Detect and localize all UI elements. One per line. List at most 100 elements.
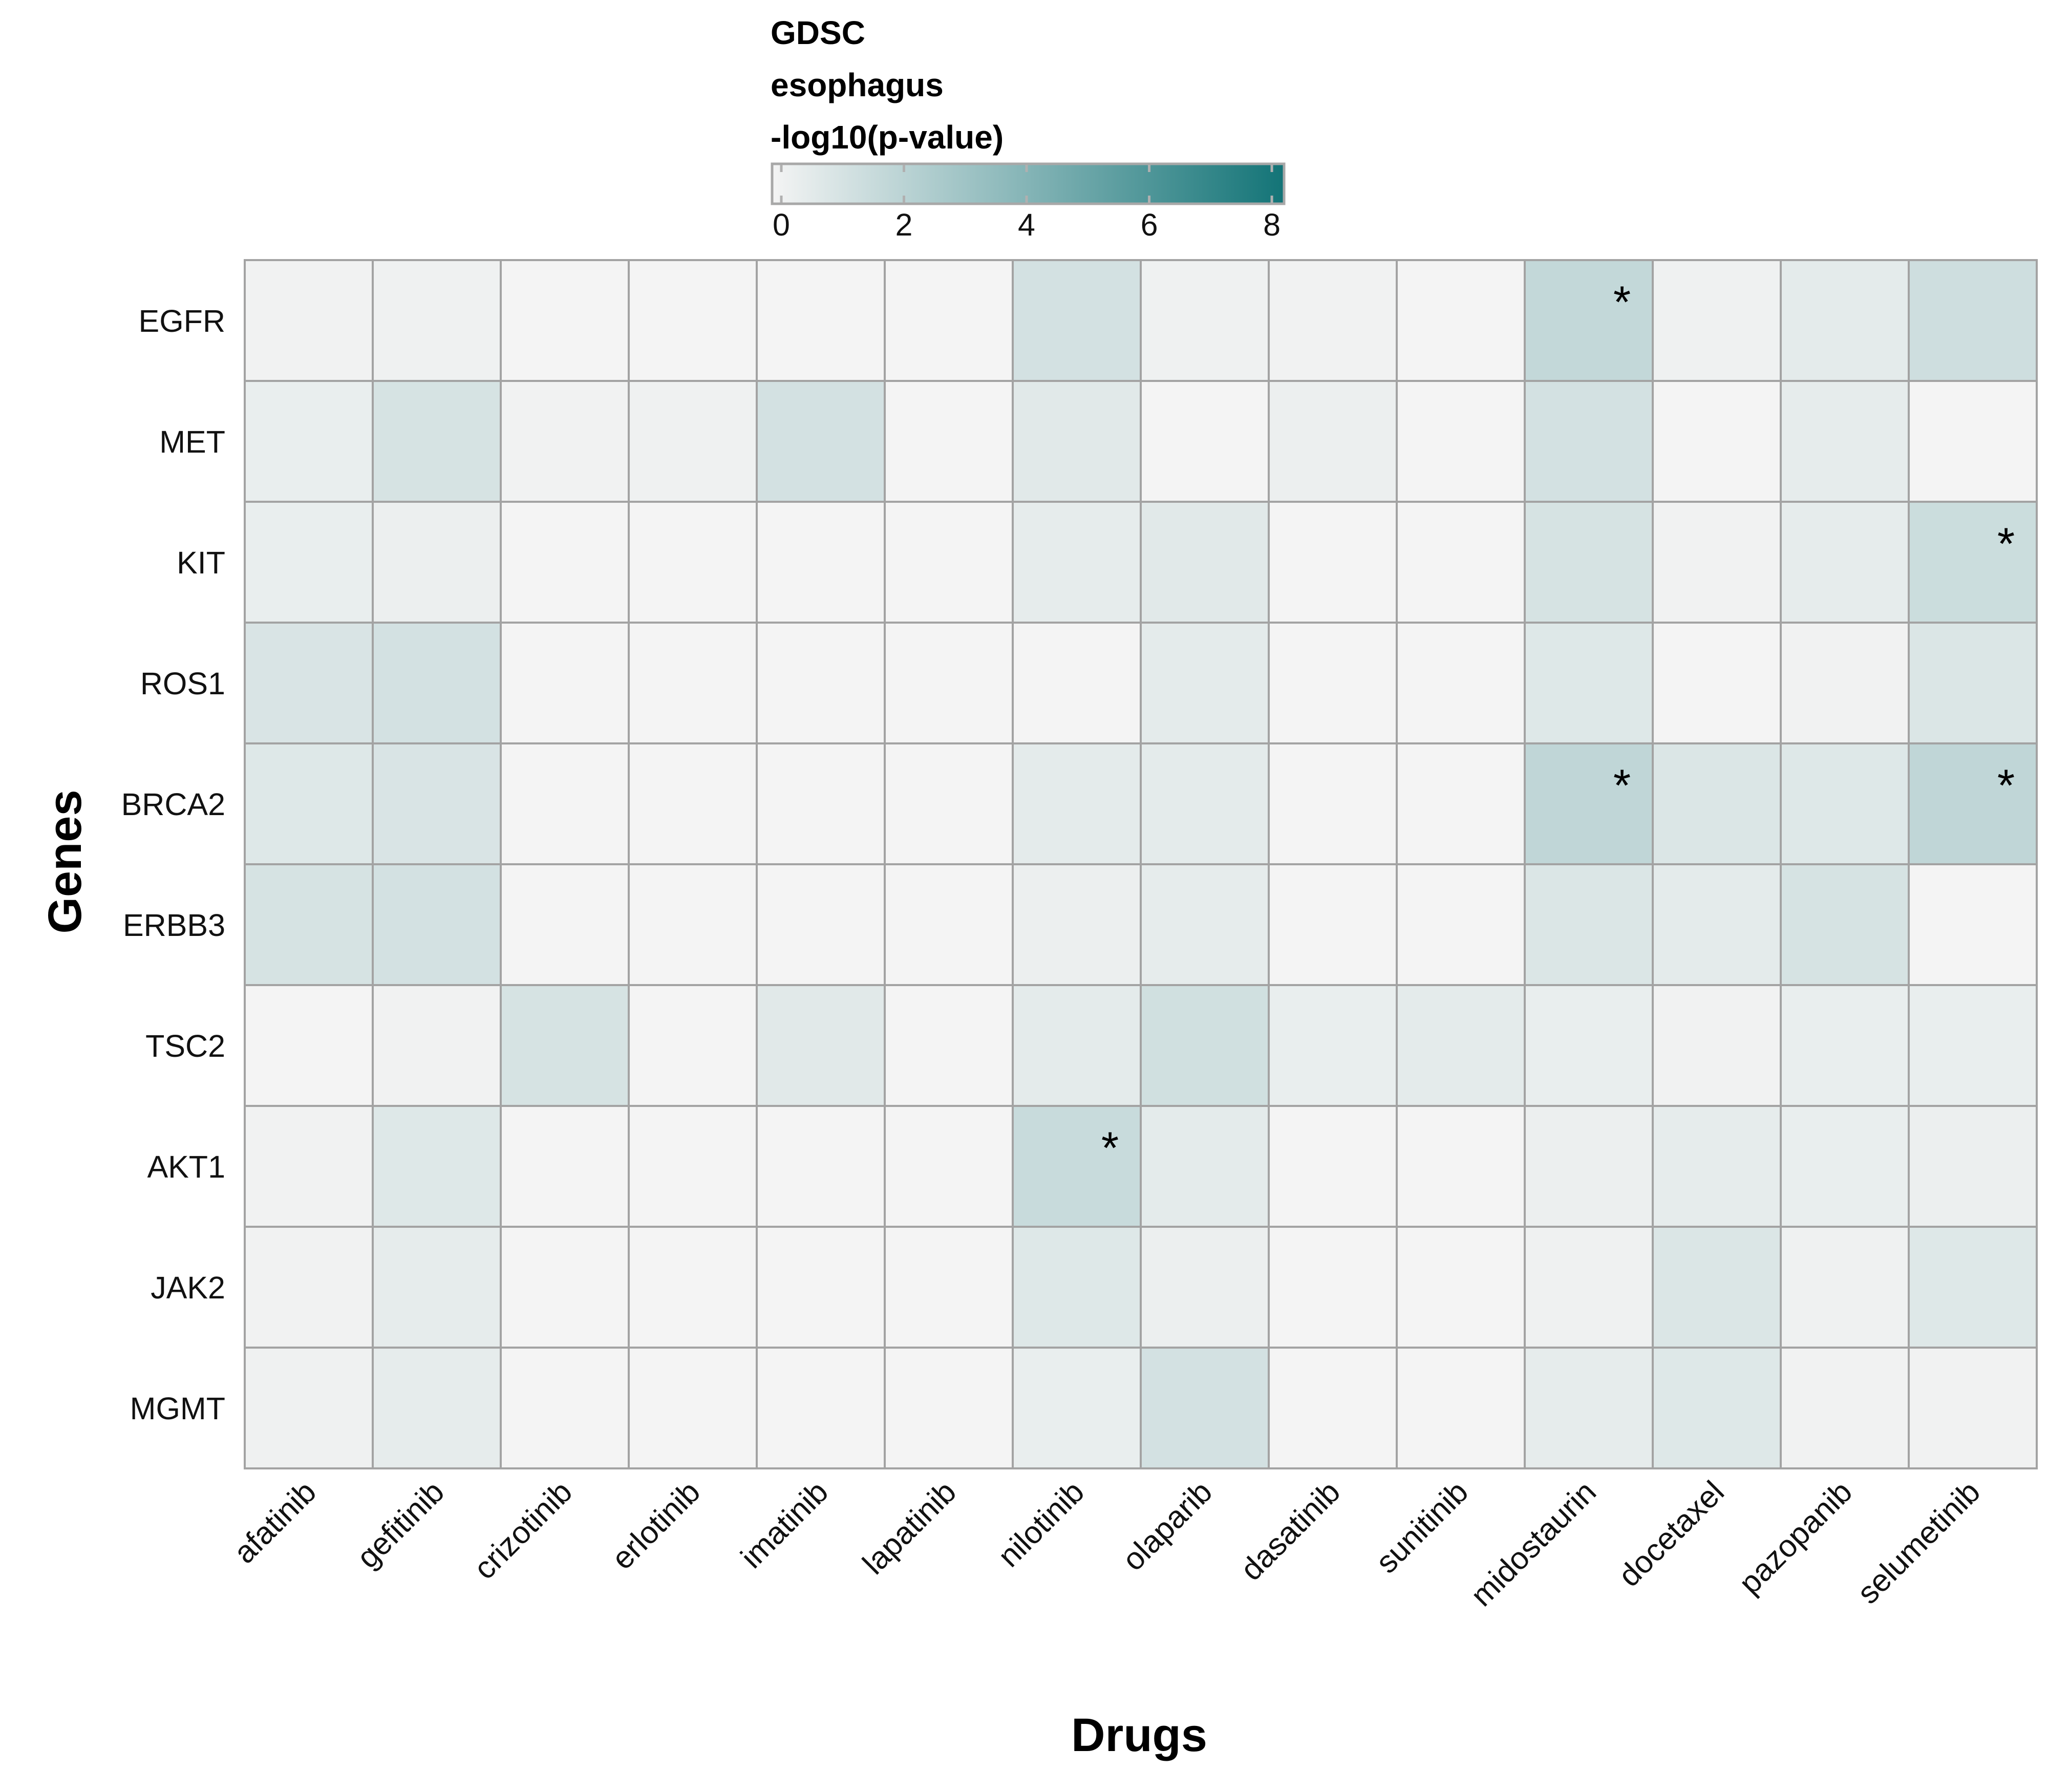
heatmap-cell-egfr-dasatinib [1268, 259, 1398, 382]
legend-title-source: GDSC [771, 14, 865, 51]
x-tick-label-pazopanib: pazopanib [1732, 1474, 1859, 1601]
heatmap-cell-mgmt-midostaurin [1524, 1347, 1654, 1469]
heatmap-cell-brca2-crizotinib [500, 742, 630, 865]
heatmap-cell-akt1-pazopanib [1780, 1105, 1910, 1228]
heatmap-cell-jak2-midostaurin [1524, 1226, 1654, 1349]
heatmap-cell-tsc2-sunitinib [1396, 984, 1526, 1107]
heatmap-cell-met-imatinib [756, 380, 886, 503]
y-tick-label-met: MET [159, 424, 225, 459]
heatmap-cell-mgmt-docetaxel [1652, 1347, 1782, 1469]
y-tick-label-jak2: JAK2 [151, 1270, 225, 1305]
heatmap-cell-mgmt-afatinib [244, 1347, 374, 1469]
heatmap-cell-met-nilotinib [1012, 380, 1142, 503]
heatmap-cell-egfr-nilotinib [1012, 259, 1142, 382]
heatmap-cell-akt1-gefitinib [372, 1105, 502, 1228]
heatmap-cell-erbb3-erlotinib [628, 863, 758, 986]
heatmap-cell-mgmt-crizotinib [500, 1347, 630, 1469]
legend-tick-label: 2 [895, 207, 913, 242]
heatmap-cells [244, 259, 2038, 1469]
heatmap-cell-brca2-olaparib [1140, 742, 1270, 865]
heatmap-cell-ros1-selumetinib [1908, 622, 2038, 744]
heatmap-cell-brca2-selumetinib [1908, 742, 2038, 865]
heatmap-cell-kit-dasatinib [1268, 501, 1398, 624]
heatmap-cell-kit-sunitinib [1396, 501, 1526, 624]
heatmap-cell-ros1-erlotinib [628, 622, 758, 744]
heatmap-cell-tsc2-lapatinib [884, 984, 1014, 1107]
heatmap-cell-egfr-sunitinib [1396, 259, 1526, 382]
heatmap-cell-jak2-pazopanib [1780, 1226, 1910, 1349]
heatmap-cell-akt1-midostaurin [1524, 1105, 1654, 1228]
heatmap-cell-egfr-lapatinib [884, 259, 1014, 382]
heatmap-cell-ros1-olaparib [1140, 622, 1270, 744]
heatmap-cell-kit-imatinib [756, 501, 886, 624]
heatmap-cell-kit-midostaurin [1524, 501, 1654, 624]
heatmap-cell-ros1-crizotinib [500, 622, 630, 744]
x-tick-label-imatinib: imatinib [734, 1474, 835, 1575]
heatmap-cell-akt1-crizotinib [500, 1105, 630, 1228]
heatmap-cell-met-dasatinib [1268, 380, 1398, 503]
x-tick-label-dasatinib: dasatinib [1233, 1474, 1347, 1587]
heatmap-cell-tsc2-crizotinib [500, 984, 630, 1107]
heatmap-cell-erbb3-dasatinib [1268, 863, 1398, 986]
x-tick-label-erlotinib: erlotinib [605, 1474, 707, 1576]
heatmap-cell-kit-afatinib [244, 501, 374, 624]
heatmap-cell-akt1-lapatinib [884, 1105, 1014, 1228]
significance-star-kit-selumetinib: * [1997, 518, 2015, 569]
heatmap-cell-ros1-nilotinib [1012, 622, 1142, 744]
x-axis-tick-labels: afatinib gefitinib crizotinib erlotinib imat… [227, 1474, 1987, 1613]
heatmap-cell-egfr-docetaxel [1652, 259, 1782, 382]
heatmap-cell-jak2-afatinib [244, 1226, 374, 1349]
heatmap-cell-jak2-erlotinib [628, 1226, 758, 1349]
heatmap-cell-tsc2-afatinib [244, 984, 374, 1107]
heatmap-cell-mgmt-erlotinib [628, 1347, 758, 1469]
heatmap-cell-erbb3-afatinib [244, 863, 374, 986]
y-axis-title: Genes [39, 790, 91, 933]
heatmap-cell-ros1-pazopanib [1780, 622, 1910, 744]
heatmap-cell-egfr-erlotinib [628, 259, 758, 382]
heatmap-cell-jak2-docetaxel [1652, 1226, 1782, 1349]
heatmap-cell-tsc2-erlotinib [628, 984, 758, 1107]
heatmap-cell-mgmt-olaparib [1140, 1347, 1270, 1469]
heatmap-cell-egfr-midostaurin [1524, 259, 1654, 382]
heatmap-cell-kit-lapatinib [884, 501, 1014, 624]
heatmap-cell-kit-selumetinib [1908, 501, 2038, 624]
legend-colorbar [771, 162, 1286, 205]
legend-tick-label: 8 [1263, 207, 1281, 242]
legend-title-metric: -log10(p-value) [771, 119, 1004, 156]
heatmap-cell-egfr-crizotinib [500, 259, 630, 382]
heatmap-cell-met-pazopanib [1780, 380, 1910, 503]
heatmap-cell-egfr-afatinib [244, 259, 374, 382]
heatmap-cell-akt1-nilotinib [1012, 1105, 1142, 1228]
heatmap-cell-mgmt-lapatinib [884, 1347, 1014, 1469]
heatmap-cell-met-selumetinib [1908, 380, 2038, 503]
heatmap-cell-mgmt-sunitinib [1396, 1347, 1526, 1469]
legend-tick-label: 6 [1141, 207, 1158, 242]
significance-marks: * * * * * [1101, 276, 2015, 1173]
heatmap-cell-erbb3-nilotinib [1012, 863, 1142, 986]
heatmap-cell-brca2-pazopanib [1780, 742, 1910, 865]
x-tick-label-docetaxel: docetaxel [1611, 1474, 1731, 1593]
heatmap-cell-met-docetaxel [1652, 380, 1782, 503]
x-tick-label-nilotinib: nilotinib [991, 1474, 1091, 1573]
heatmap-cell-jak2-nilotinib [1012, 1226, 1142, 1349]
heatmap-cell-egfr-imatinib [756, 259, 886, 382]
legend-tick-label: 4 [1018, 207, 1035, 242]
y-tick-label-tsc2: TSC2 [145, 1029, 225, 1063]
x-tick-label-midostaurin: midostaurin [1464, 1474, 1603, 1613]
heatmap-cell-kit-docetaxel [1652, 501, 1782, 624]
y-tick-label-mgmt: MGMT [130, 1391, 225, 1426]
heatmap-cell-met-erlotinib [628, 380, 758, 503]
heatmap-cell-tsc2-imatinib [756, 984, 886, 1107]
heatmap-cell-met-midostaurin [1524, 380, 1654, 503]
heatmap-cell-erbb3-lapatinib [884, 863, 1014, 986]
heatmap-cell-mgmt-nilotinib [1012, 1347, 1142, 1469]
heatmap-cell-ros1-imatinib [756, 622, 886, 744]
y-tick-label-kit: KIT [177, 545, 225, 580]
significance-star-egfr-midostaurin: * [1613, 276, 1631, 327]
heatmap-cell-met-crizotinib [500, 380, 630, 503]
heatmap-cell-met-afatinib [244, 380, 374, 503]
heatmap-cell-jak2-dasatinib [1268, 1226, 1398, 1349]
heatmap-cell-tsc2-midostaurin [1524, 984, 1654, 1107]
heatmap-cell-brca2-imatinib [756, 742, 886, 865]
